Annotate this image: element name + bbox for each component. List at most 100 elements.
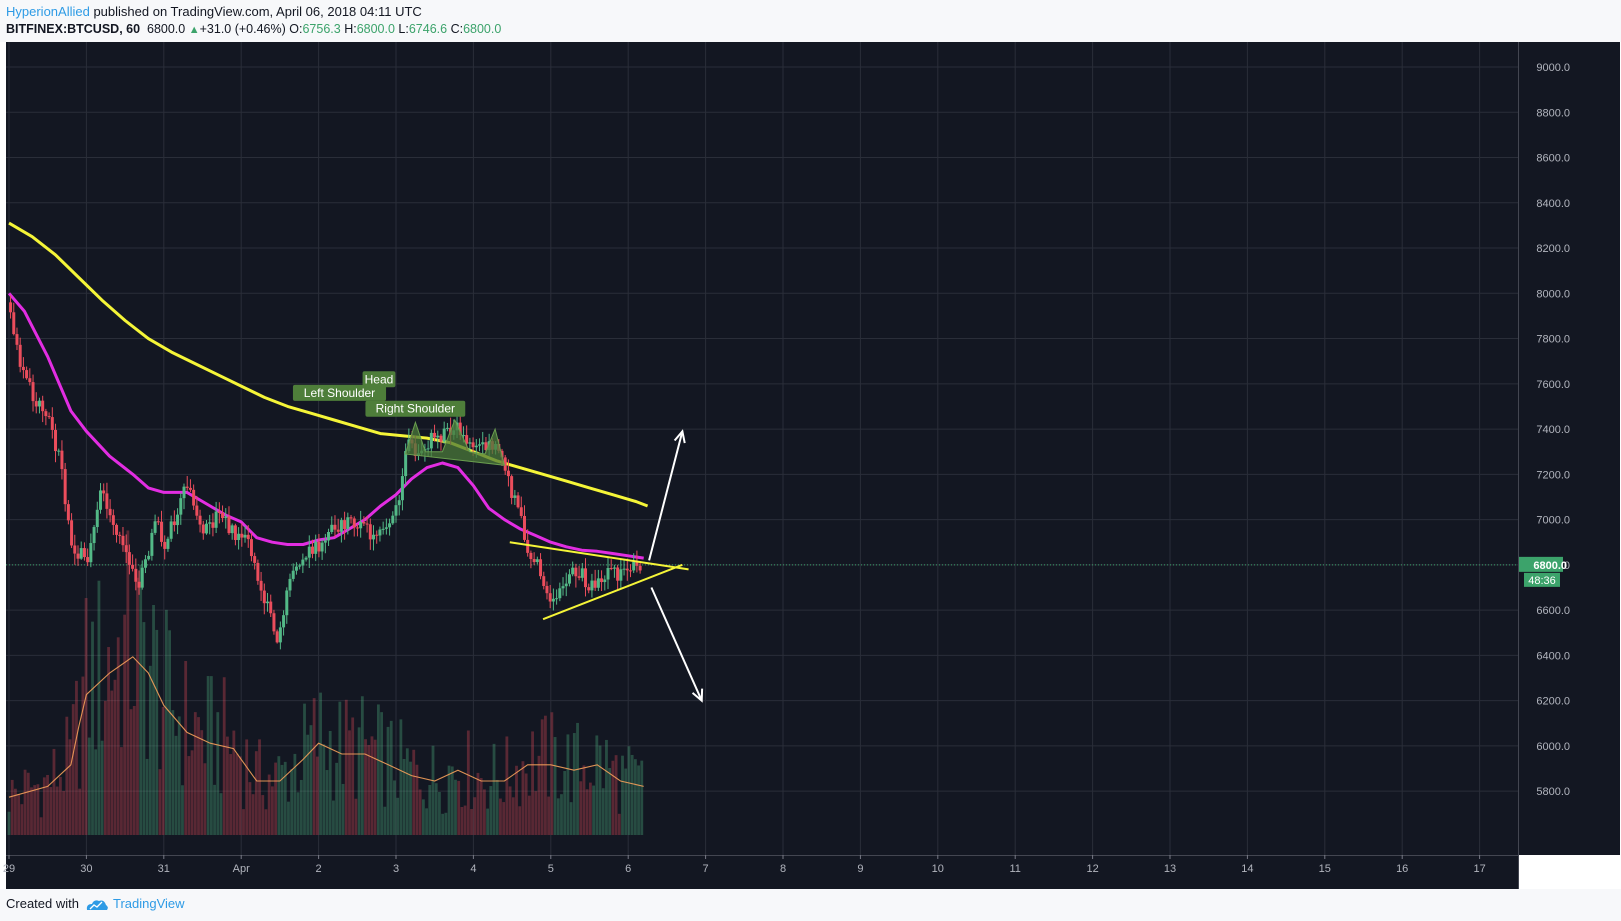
volume-bar [200,730,204,835]
volume-bar [36,784,40,835]
candle-body [285,590,289,616]
volume-bar [438,791,441,835]
volume-bar [563,771,567,835]
volume-bar [633,759,637,835]
volume-bar [380,712,384,835]
volume-bar [486,808,490,835]
volume-bar [299,779,303,835]
candle-body [163,541,167,549]
price-axis[interactable] [1518,42,1620,855]
volume-bar [267,774,271,835]
volume-bars [7,530,644,835]
volume-bar [515,765,518,835]
volume-bar [203,763,207,835]
pattern-label[interactable]: Left Shoulder [292,384,387,401]
volume-bar [502,802,506,835]
time-axis[interactable] [6,855,1518,889]
volume-bar [75,680,78,835]
x-tick-label: Apr [233,863,250,875]
low-label: L: [398,22,409,36]
volume-bar [579,781,583,835]
candle-body [79,548,83,559]
volume-bar [193,712,197,835]
breakdown-down-arrow[interactable] [650,587,704,703]
volume-bar [335,762,339,835]
volume-bar [531,731,534,835]
volume-bar [216,712,220,835]
candle-body [330,524,334,533]
x-tick-label: 14 [1241,863,1253,875]
x-tick-label: 11 [1009,863,1020,875]
candle-body [587,587,591,591]
candle-body [105,493,109,509]
candle-body [156,521,160,523]
volume-bar [174,735,178,835]
pattern-label[interactable]: Head [362,371,396,388]
volume-bar [405,748,409,835]
candle-body [593,580,597,588]
volume-bar [572,733,576,835]
pattern-label[interactable]: Right Shoulder [365,400,466,417]
author-link[interactable]: HyperionAllied [6,4,90,19]
volume-bar [588,782,592,835]
volume-bar [534,791,538,835]
volume-bar [171,710,175,835]
ma-fast-line[interactable] [7,292,644,560]
candle-body [208,522,212,524]
triangle-upper-trendline[interactable] [509,541,689,571]
volume-bar [524,773,528,835]
volume-bar [421,799,425,835]
candle-body [275,631,279,643]
x-tick-label: 30 [80,863,92,875]
x-tick-label: 16 [1396,863,1408,875]
candle-body [82,548,86,558]
pattern-label-bg [292,384,387,401]
price-chart[interactable]: 9000.0 8800.0 8600.0 8400.0 8200.0 8000.0 7800… [0,42,1621,889]
candle-body [577,576,581,578]
candle-body [506,470,510,477]
candle-body [291,570,295,579]
x-tick-label: 5 [548,863,554,875]
volume-bar [553,737,557,835]
volume-bar [492,743,496,835]
pattern-label-bg [365,400,466,417]
ma-slow-line[interactable] [8,221,649,508]
tradingview-brand-link[interactable]: TradingView [112,896,185,911]
volume-bar [139,565,143,835]
candle-body [131,564,135,569]
triangle-lower-trendline[interactable] [542,563,683,621]
candle-body [192,489,196,506]
candle-body [37,400,41,407]
candle-body [394,505,398,516]
head-shoulders-pattern[interactable] [404,418,506,466]
candle-body [590,580,594,591]
volume-bar [238,756,242,835]
candle-body [44,411,48,417]
candle-body [545,585,549,594]
candle-body [227,516,231,534]
x-tick-label: 9 [857,863,863,875]
volume-bar [560,794,563,835]
candle-body [153,521,157,533]
volume-bar [248,782,252,835]
volume-bar [129,709,133,835]
volume-bar [293,753,297,835]
candle-body [519,507,523,516]
candle-body [584,568,588,588]
up-triangle-icon: ▲ [188,24,200,36]
candle-body [50,417,54,430]
symbol-name[interactable]: BITFINEX:BTCUSD, 60 [6,22,141,36]
volume-bar [495,779,499,835]
x-tick-label: 13 [1164,863,1176,875]
breakout-up-arrow[interactable] [648,429,686,561]
volume-bar [476,772,480,835]
volume-bar [415,764,419,835]
volume-bar [428,784,432,835]
candle-body [304,557,308,560]
candle-body [333,524,337,530]
candle-body [182,486,186,499]
volume-bar [418,789,422,835]
candle-body [98,490,102,510]
volume-bar [68,739,72,835]
plot-area [6,42,1518,855]
